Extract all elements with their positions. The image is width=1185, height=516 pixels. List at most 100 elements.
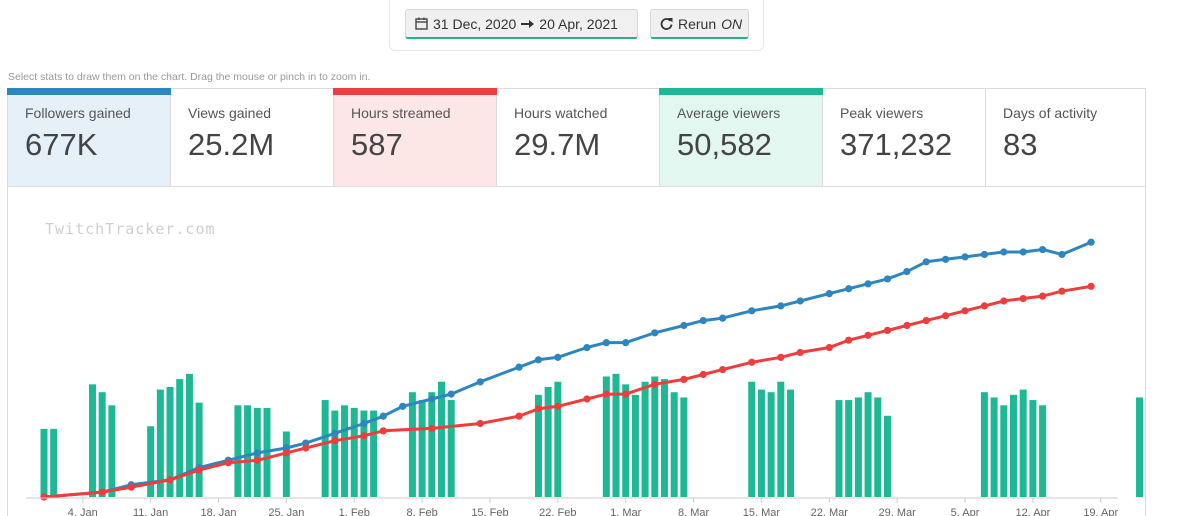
viewers-bar [244, 405, 252, 497]
viewers-bar [40, 428, 48, 497]
followers-point [534, 356, 543, 364]
stat-accent-bar [659, 88, 823, 95]
x-tick-label: 29. Mar [879, 507, 917, 516]
followers-point [777, 302, 785, 310]
viewers-bar [680, 397, 688, 497]
followers-point [379, 412, 387, 420]
stat-accent-bar [822, 88, 986, 95]
followers-point [360, 419, 368, 428]
hours-point [699, 370, 707, 379]
followers-point [331, 429, 339, 437]
stats-bar: Followers gained 677K Views gained 25.2M… [7, 88, 1146, 187]
x-tick-label: 22. Feb [539, 507, 576, 516]
followers-point [476, 378, 484, 386]
stat-views-gained[interactable]: Views gained 25.2M [171, 89, 334, 186]
arrow-right-icon [521, 19, 535, 28]
hours-point [534, 405, 543, 413]
x-tick-label: 11. Jan [133, 507, 168, 516]
viewers-bar [147, 426, 155, 497]
x-tick-label: 22. Mar [811, 507, 849, 516]
stat-value: 677K [25, 127, 98, 162]
calendar-icon [415, 17, 428, 30]
followers-point [622, 339, 630, 347]
viewers-bar [370, 410, 378, 497]
viewers-bar [341, 405, 349, 497]
stat-accent-bar [7, 88, 171, 95]
followers-point [796, 297, 804, 305]
followers-point [961, 253, 969, 261]
rerun-toggle-button[interactable]: Rerun ON [650, 9, 749, 39]
stat-hours-watched[interactable]: Hours watched 29.7M [497, 89, 660, 186]
viewers-bar [1136, 397, 1144, 497]
viewers-bar [1010, 394, 1017, 497]
stat-label: Views gained [188, 105, 272, 121]
toolbar: 31 Dec, 2020 20 Apr, 2021 Rerun ON [389, 0, 764, 51]
viewers-bar [641, 381, 649, 497]
hours-point [195, 466, 203, 474]
hours-point [922, 317, 930, 325]
hours-point [825, 343, 833, 352]
chart-area[interactable]: TwitchTracker.com 4. Jan 11. Jan 18. Jan 25… [7, 186, 1146, 516]
date-range-button[interactable]: 31 Dec, 2020 20 Apr, 2021 [405, 9, 638, 39]
followers-point [1087, 238, 1095, 246]
stat-hours-streamed[interactable]: Hours streamed 587 [333, 88, 497, 186]
viewers-bar [767, 392, 775, 497]
refresh-icon [660, 18, 673, 30]
viewers-bar [777, 381, 785, 497]
stats-chart[interactable]: TwitchTracker.com 4. Jan 11. Jan 18. Jan 25… [8, 186, 1145, 516]
stat-label: Peak viewers [840, 105, 924, 121]
hours-point [942, 312, 950, 320]
hours-point [1087, 282, 1095, 290]
x-tick-label: 15. Feb [471, 507, 508, 516]
viewers-bar [622, 384, 630, 497]
hours-point [331, 437, 339, 445]
hours-point [166, 476, 174, 484]
viewers-bar [554, 381, 562, 497]
hours-point [302, 444, 310, 452]
stat-value: 29.7M [514, 127, 601, 162]
stat-average-viewers[interactable]: Average viewers 50,582 [659, 88, 823, 186]
viewers-bar [331, 410, 339, 497]
followers-point [748, 307, 756, 315]
hours-point [622, 390, 630, 398]
viewers-bar [883, 415, 891, 497]
viewers-bar [874, 397, 882, 497]
hours-point [845, 336, 853, 344]
chart-hint: Select stats to draw them on the chart. … [8, 71, 371, 83]
hours-point [253, 456, 261, 464]
viewers-bar [534, 394, 542, 497]
viewers-bar [176, 379, 184, 497]
stat-peak-viewers[interactable]: Peak viewers 371,232 [823, 89, 986, 186]
x-tick-label: 4. Jan [68, 507, 98, 516]
followers-point [447, 390, 455, 398]
viewers-bar [612, 373, 620, 497]
followers-point [719, 314, 727, 322]
hours-point [777, 353, 785, 361]
followers-point [864, 280, 872, 288]
stat-accent-bar [333, 88, 497, 95]
followers-point [583, 343, 591, 352]
viewers-bar [670, 392, 678, 497]
viewers-bar [195, 402, 203, 497]
viewers-bar [166, 386, 174, 497]
followers-point [699, 317, 707, 325]
x-tick-label: 8. Mar [678, 507, 710, 516]
viewers-bar [651, 376, 659, 497]
followers-point [980, 250, 989, 259]
viewers-bar [602, 376, 610, 497]
followers-point [883, 275, 892, 283]
hours-point [864, 331, 872, 339]
followers-point [554, 353, 562, 361]
hours-point [1000, 297, 1008, 305]
stat-followers-gained[interactable]: Followers gained 677K [7, 88, 171, 186]
stat-value: 371,232 [840, 127, 953, 162]
hours-point [476, 419, 484, 428]
viewers-bar [234, 405, 242, 497]
hours-point [903, 321, 911, 330]
hours-point [796, 348, 804, 357]
viewers-bar [418, 400, 426, 497]
followers-point [845, 285, 853, 293]
date-end: 20 Apr, 2021 [539, 15, 618, 32]
viewers-bar [360, 410, 368, 497]
stat-days-of-activity[interactable]: Days of activity 83 [986, 89, 1145, 186]
